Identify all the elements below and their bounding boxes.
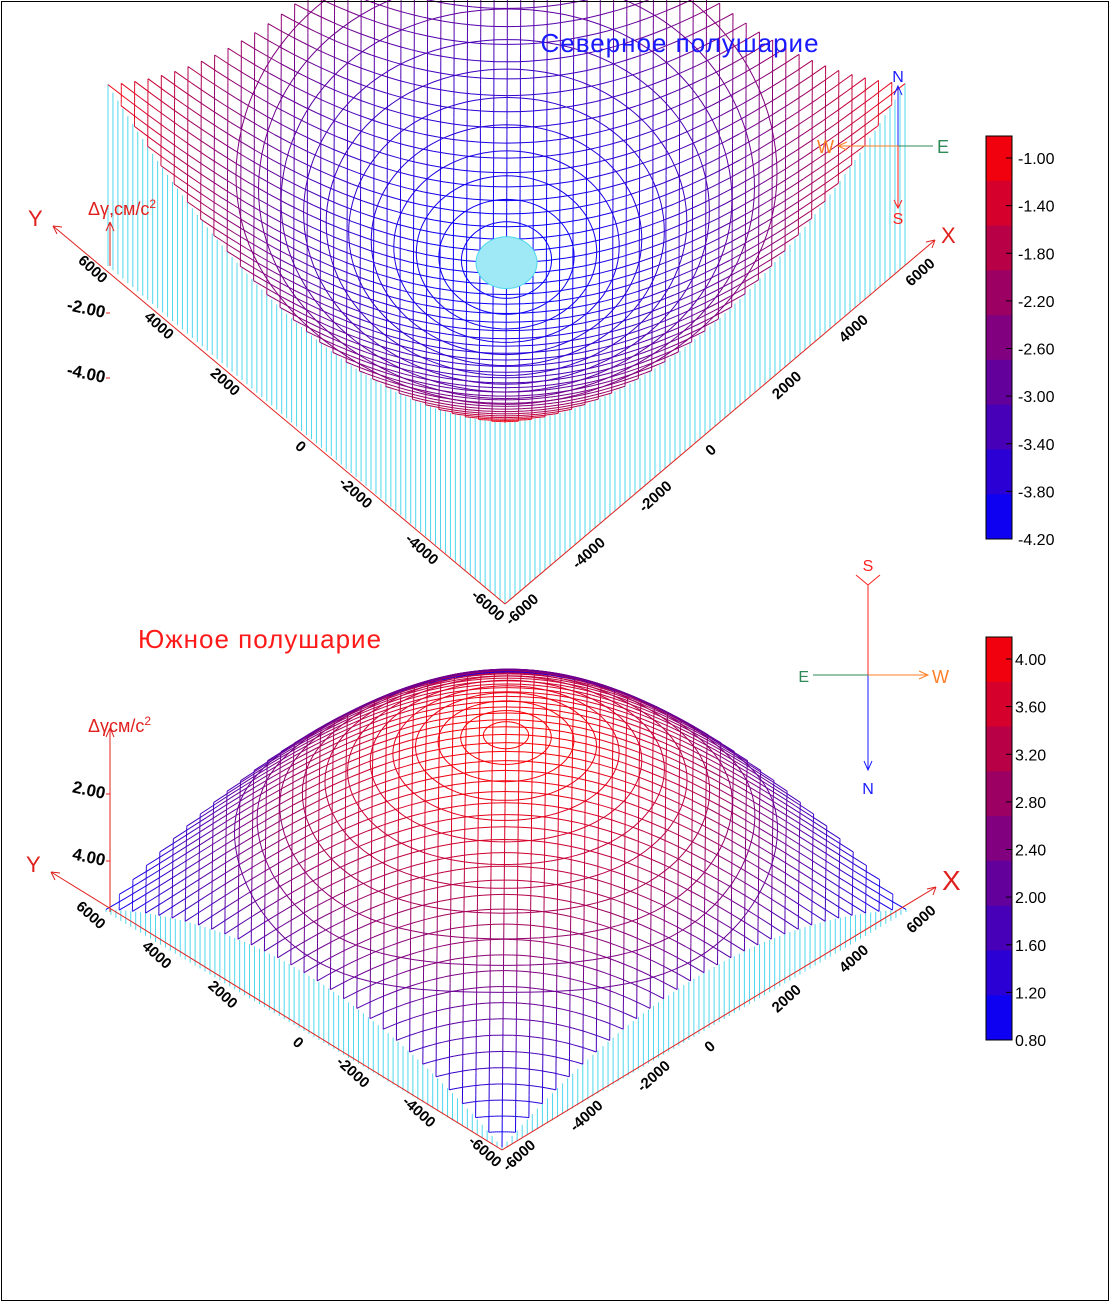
- figure-frame: [1, 1, 1109, 1301]
